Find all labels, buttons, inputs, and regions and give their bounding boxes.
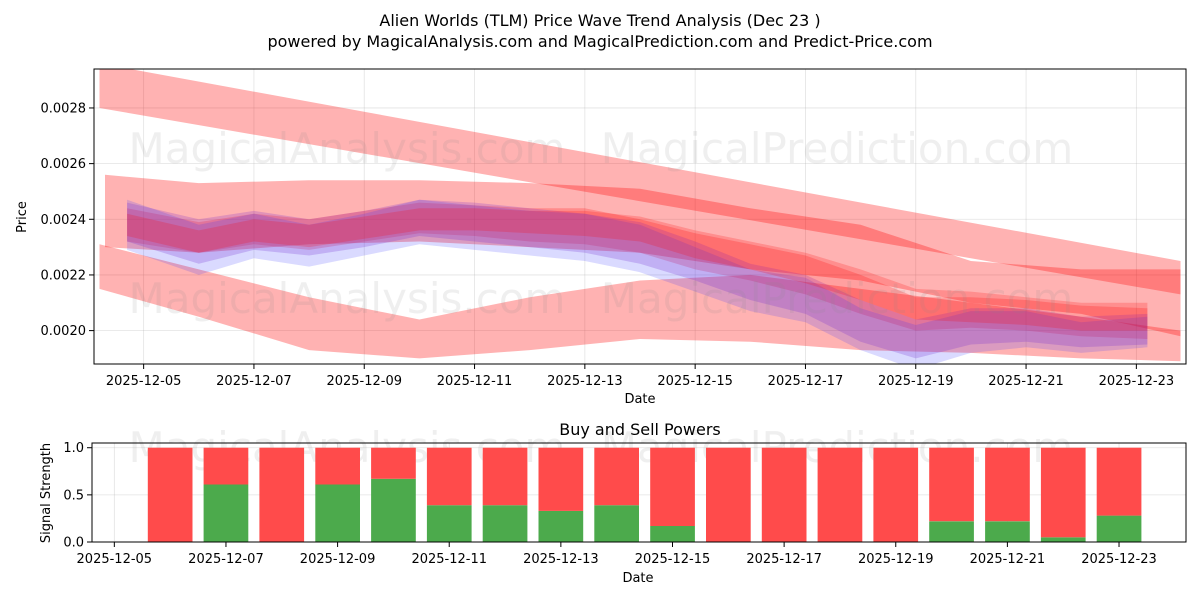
sell-bar: [315, 447, 360, 485]
bottom-x-tick-label: 2025-12-13: [523, 552, 599, 567]
top-y-tick-label: 0.0022: [41, 268, 87, 283]
bottom-x-tick-label: 2025-12-05: [77, 552, 153, 567]
watermark-mid-left: MagicalAnalysis.com: [129, 274, 566, 323]
buy-bar: [482, 505, 528, 542]
top-y-tick-label: 0.0020: [41, 324, 87, 339]
chart-title-line1: Alien Worlds (TLM) Price Wave Trend Anal…: [379, 11, 820, 30]
top-y-tick-label: 0.0024: [41, 213, 87, 228]
sell-bar: [538, 447, 584, 511]
buy-bar: [203, 484, 249, 542]
sell-bar: [650, 447, 695, 526]
sell-bar: [817, 447, 863, 542]
top-y-tick-label: 0.0028: [41, 101, 87, 116]
top-x-tick-label: 2025-12-17: [768, 374, 844, 389]
price-band: [127, 202, 1148, 339]
top-x-tick-label: 2025-12-19: [878, 374, 954, 389]
buy-bar: [985, 521, 1030, 542]
top-x-axis-label: Date: [624, 392, 655, 407]
bottom-y-ticks: 0.0 0.5 1.0: [63, 441, 92, 551]
bottom-y-tick-label: 0.5: [63, 488, 84, 503]
price-bands: [99, 69, 1181, 364]
top-x-tick-label: 2025-12-05: [106, 374, 182, 389]
sell-bar: [1040, 447, 1086, 538]
top-x-tick-label: 2025-12-11: [437, 374, 513, 389]
top-x-tick-label: 2025-12-15: [657, 374, 733, 389]
top-x-tick-label: 2025-12-09: [326, 374, 402, 389]
sell-bar: [873, 447, 919, 542]
price-band: [127, 199, 1148, 359]
bottom-x-tick-label: 2025-12-17: [746, 552, 822, 567]
bottom-y-tick-label: 0.0: [63, 536, 84, 551]
buy-bar: [594, 505, 639, 542]
price-band: [127, 208, 1148, 331]
sell-bar: [259, 447, 305, 542]
bottom-axes-frame: [91, 442, 1187, 543]
buy-bar: [1096, 515, 1142, 542]
bottom-panel-title: Buy and Sell Powers: [559, 420, 721, 439]
sell-bar: [985, 447, 1030, 522]
sell-bar: [482, 447, 528, 506]
price-band: [99, 244, 1181, 362]
price-band: [99, 69, 1181, 295]
sell-bar: [706, 447, 751, 542]
watermark-mid-right: MagicalPrediction.com: [601, 274, 1074, 323]
bottom-y-tick-label: 1.0: [63, 441, 84, 456]
sell-bar: [371, 447, 416, 479]
bottom-x-tick-label: 2025-12-19: [858, 552, 934, 567]
buy-bar: [929, 521, 974, 542]
buy-bar: [315, 484, 360, 542]
bottom-x-tick-label: 2025-12-23: [1081, 552, 1157, 567]
top-x-tick-label: 2025-12-21: [988, 374, 1064, 389]
sell-bar: [929, 447, 974, 522]
watermark-top-right: MagicalPrediction.com: [601, 124, 1074, 173]
sell-bar: [203, 447, 249, 485]
sell-bar: [594, 447, 639, 506]
bottom-x-tick-label: 2025-12-15: [635, 552, 711, 567]
buy-bar: [650, 526, 695, 542]
buy-sell-bars: [147, 447, 1142, 542]
sell-bar: [426, 447, 472, 506]
bottom-x-axis-label: Date: [622, 571, 653, 586]
top-x-tick-label: 2025-12-23: [1099, 374, 1175, 389]
top-axes-frame: [93, 68, 1187, 365]
sell-bar: [147, 447, 193, 542]
price-band: [127, 199, 1148, 364]
top-y-ticks: 0.0020 0.0022 0.0024 0.0026 0.0028: [41, 101, 94, 339]
sell-bar: [761, 447, 807, 542]
buy-bar: [426, 505, 472, 542]
top-y-axis-label: Price: [15, 201, 30, 233]
watermark-top-left: MagicalAnalysis.com: [129, 124, 566, 173]
buy-bar: [1040, 537, 1086, 542]
price-band: [105, 174, 1181, 337]
top-y-tick-label: 0.0026: [41, 157, 87, 172]
top-x-tick-label: 2025-12-13: [547, 374, 623, 389]
price-wave-panel: MagicalAnalysis.com MagicalPrediction.co…: [15, 68, 1187, 407]
bottom-x-tick-label: 2025-12-07: [188, 552, 264, 567]
chart-title-line2: powered by MagicalAnalysis.com and Magic…: [267, 32, 932, 51]
buy-bar: [371, 478, 416, 542]
sell-bar: [1096, 447, 1142, 516]
buy-sell-panel: Buy and Sell Powers MagicalAnalysis.com …: [39, 420, 1187, 586]
top-grid: [94, 69, 1186, 364]
top-x-tick-label: 2025-12-07: [216, 374, 292, 389]
bottom-x-tick-label: 2025-12-09: [300, 552, 376, 567]
bottom-y-axis-label: Signal Strength: [39, 443, 54, 543]
bottom-x-tick-label: 2025-12-11: [411, 552, 487, 567]
bottom-x-ticks: 2025-12-05 2025-12-07 2025-12-09 2025-12-11…: [77, 542, 1157, 567]
top-x-ticks: 2025-12-05 2025-12-07 2025-12-09 2025-12-11…: [106, 364, 1174, 389]
bottom-x-tick-label: 2025-12-21: [970, 552, 1046, 567]
buy-bar: [538, 510, 584, 542]
